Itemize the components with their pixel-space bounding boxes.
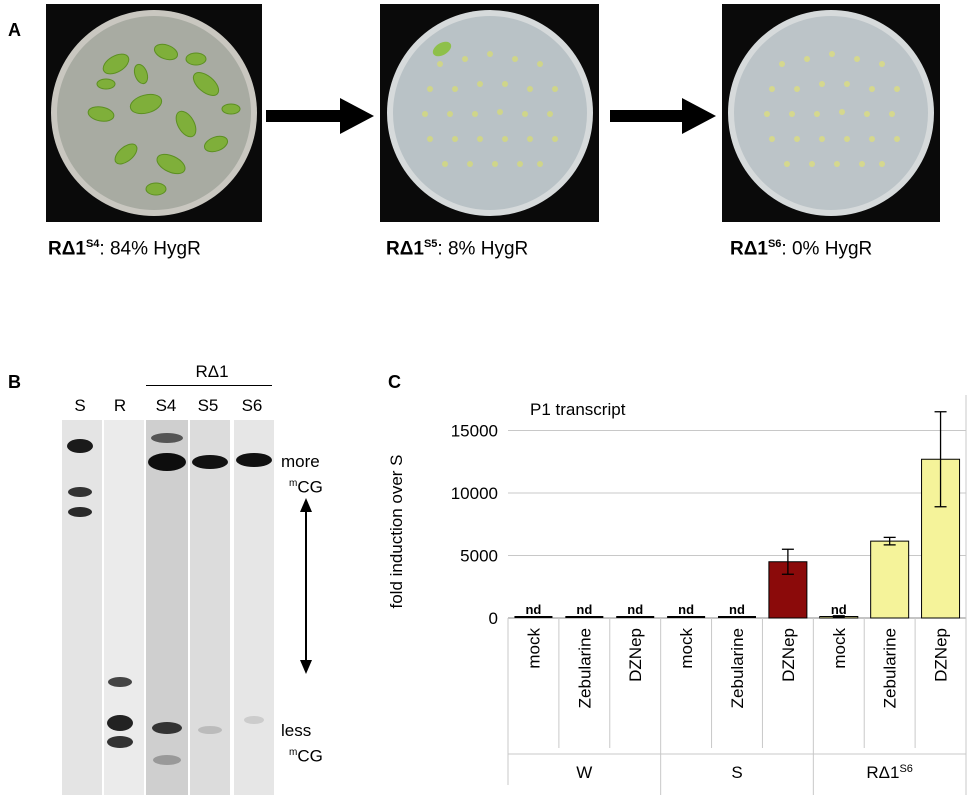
category-label: mock (830, 628, 849, 669)
less-mcg-label: less mCG (281, 720, 323, 768)
lane-label-s: S (74, 396, 86, 415)
bar (667, 616, 706, 618)
category-label: mock (677, 628, 696, 669)
nd-label: nd (729, 602, 745, 617)
less-label-cg: CG (297, 746, 323, 766)
right-arrow-icon (266, 98, 374, 134)
lane-label-r: R (113, 396, 127, 415)
group-label: W (576, 763, 592, 782)
caption-s6-suffix: : 0% HygR (781, 238, 873, 260)
y-tick-label: 0 (489, 609, 498, 628)
more-label-line2: mCG (281, 473, 323, 499)
more-label-line1: more (281, 452, 320, 471)
category-label: DZNep (932, 628, 951, 682)
nd-label: nd (831, 602, 847, 617)
petri-dish-photo-s4 (46, 4, 262, 222)
caption-s5-suffix: : 8% HygR (437, 238, 529, 260)
y-axis-title: fold induction over S (387, 454, 406, 608)
bar (870, 540, 910, 619)
caption-s5: RΔ1S5: 8% HygR (386, 238, 528, 260)
more-label-cg: CG (297, 477, 323, 497)
y-tick-label: 15000 (451, 422, 498, 441)
bar (514, 616, 553, 618)
category-label: Zebularine (728, 628, 747, 708)
category-label: DZNep (626, 628, 645, 682)
group-label: RΔ1S6 (866, 763, 913, 782)
right-arrow-icon (610, 98, 716, 134)
category-label: DZNep (779, 628, 798, 682)
more-mcg-label: more mCG (281, 451, 323, 499)
caption-s5-sup: S5 (423, 238, 438, 250)
category-label: Zebularine (575, 628, 594, 708)
lane-label-s6: S6 (241, 396, 263, 415)
nd-label: nd (678, 602, 694, 617)
panel-label-a: A (8, 20, 21, 40)
nd-label: nd (627, 602, 643, 617)
less-label-sup: m (289, 747, 298, 758)
double-headed-arrow-icon (300, 498, 312, 674)
caption-s6-prefix: RΔ1 (730, 238, 768, 260)
nd-label: nd (576, 602, 592, 617)
caption-s4-prefix: RΔ1 (48, 238, 86, 260)
nd-label: nd (525, 602, 541, 617)
panel-label-c: C (388, 372, 401, 392)
caption-s4: RΔ1S4: 84% HygR (48, 238, 201, 260)
category-label: Zebularine (881, 628, 900, 708)
southern-blot-image (62, 420, 274, 795)
bar (616, 616, 655, 618)
caption-s4-suffix: : 84% HygR (99, 238, 201, 260)
less-label-line1: less (281, 721, 312, 740)
caption-s5-prefix: RΔ1 (386, 238, 424, 260)
y-tick-label: 5000 (460, 547, 498, 566)
lane-label-s4: S4 (155, 396, 177, 415)
bar (718, 616, 756, 618)
y-tick-label: 10000 (451, 484, 498, 503)
caption-s6: RΔ1S6: 0% HygR (730, 238, 872, 260)
category-label: mock (524, 628, 543, 669)
petri-dish-photo-s5 (380, 4, 599, 222)
less-label-line2: mCG (281, 742, 323, 768)
panel-label-b: B (8, 372, 21, 392)
lane-label-s5: S5 (197, 396, 219, 415)
blot-group-label: RΔ1 (195, 362, 229, 381)
bar (565, 616, 604, 618)
more-label-sup: m (289, 478, 298, 489)
chart-title: P1 transcript (530, 400, 626, 419)
petri-dish-photo-s6 (722, 4, 940, 222)
caption-s6-sup: S6 (767, 238, 782, 250)
blot-group-bracket (146, 385, 272, 386)
group-label: S (731, 763, 742, 782)
p1-transcript-bar-chart: P1 transcript 0 5000 10000 15000 fold inducti… (387, 395, 967, 795)
caption-s4-sup: S4 (85, 238, 100, 250)
